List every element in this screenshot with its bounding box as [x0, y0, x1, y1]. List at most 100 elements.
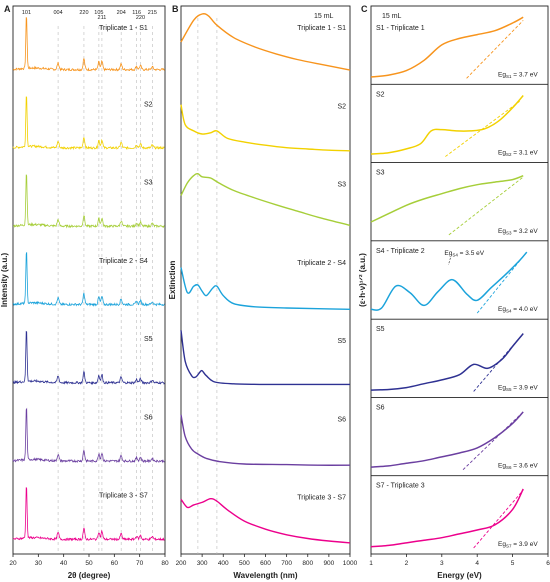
volume-annotation: 15 mL	[314, 13, 334, 20]
plot-frame	[180, 5, 351, 555]
x-tick-label: 1000	[343, 560, 358, 567]
peak-annotation: EgS4 = 3.5 eV	[444, 250, 484, 258]
bandgap-value: EgS2 = 3.1 eV	[498, 150, 538, 158]
bandgap-value: EgS7 = 3.9 eV	[498, 541, 538, 549]
series-label: Triplicate 3 - S7	[297, 495, 346, 502]
series-label: Triplicate 2 - S4	[297, 260, 346, 267]
bandgap-fit-line	[473, 333, 524, 392]
extinction-series-line	[180, 13, 351, 71]
bandgap-value: EgS1 = 3.7 eV	[498, 71, 538, 79]
bandgap-fit-line	[476, 251, 528, 314]
hkl-label: 220	[136, 15, 145, 21]
bandgap-subscript: S3	[506, 230, 512, 235]
x-tick-label: 30	[35, 560, 43, 567]
series-label: Triplicate 3 - S7	[99, 493, 148, 500]
series-label: S7 - Triplicate 3	[376, 483, 425, 490]
x-tick-label: 50	[85, 560, 93, 567]
series-label: S1 - Triplicate 1	[376, 25, 425, 32]
x-tick-label: 600	[260, 560, 271, 567]
bandgap-subscript: S1	[506, 74, 512, 79]
extinction-series-line	[180, 330, 350, 386]
series-label: Triplicate 2 - S4	[99, 258, 148, 265]
bandgap-number: = 3.1 eV	[511, 150, 538, 157]
bandgap-subscript: S5	[506, 387, 512, 392]
x-tick-label: 70	[136, 560, 144, 567]
x-tick-label: 40	[60, 560, 68, 567]
panel-b-extinction: B 200 300 400 500 600 700 800 900 1000 Wavelength …	[168, 4, 358, 580]
bandgap-number: = 3.9 eV	[511, 384, 538, 391]
extinction-series-line	[180, 497, 351, 544]
panel-letter-a: A	[4, 4, 11, 14]
series-label: S6	[376, 404, 385, 411]
panel-letter-c: C	[361, 4, 368, 14]
series-label: S6	[337, 416, 346, 423]
tauc-series-line	[370, 175, 524, 223]
xrd-series-line	[12, 487, 165, 542]
hkl-label: 101	[22, 10, 31, 16]
peak-annotation-subscript: S4	[452, 252, 458, 257]
hkl-label: 116	[132, 10, 141, 16]
plot-frame	[12, 5, 166, 555]
x-tick-label: 300	[197, 560, 208, 567]
series-label: S2	[337, 103, 346, 110]
series-label: S5	[337, 338, 346, 345]
bandgap-subscript: S6	[506, 465, 512, 470]
series-label: S5	[376, 326, 385, 333]
xrd-series-line	[13, 330, 165, 386]
tauc-series-line	[370, 251, 528, 311]
bandgap-value: EgS5 = 3.9 eV	[498, 384, 538, 392]
tauc-series-line	[370, 411, 524, 468]
bandgap-number: = 3.9 eV	[511, 541, 538, 548]
bandgap-fit-line	[462, 411, 524, 471]
extinction-series-line	[180, 172, 351, 227]
hkl-label: 204	[117, 10, 126, 16]
y-axis-title: Intensity (a.u.)	[0, 253, 9, 308]
panel-letter-b: B	[172, 4, 179, 14]
bandgap-value: EgS3 = 3.2 eV	[498, 228, 538, 236]
panel-c-tauc: C 1 2 3 4 5 6 Energy (eV) (ε·h·ν)¹ᐟ² (a.u.) 15 mL…	[358, 4, 550, 580]
bandgap-fit-line	[448, 176, 524, 236]
panel-a-xrd: A 20 30 40 50 60 70 80 2θ (degree) Intensity (a.u…	[0, 4, 169, 580]
series-label: S5	[144, 336, 153, 343]
x-tick-label: 400	[218, 560, 229, 567]
x-tick-label: 700	[281, 560, 292, 567]
x-tick-label: 60	[111, 560, 119, 567]
bandgap-number: = 3.2 eV	[511, 228, 538, 235]
plot-frame	[370, 5, 549, 555]
bandgap-subscript: S2	[506, 152, 512, 157]
series-label: S4 - Triplicate 2	[376, 248, 425, 255]
x-tick-label: 3	[440, 560, 444, 567]
xrd-series-line	[12, 174, 165, 229]
x-tick-label: 4	[475, 560, 479, 567]
x-tick-label: 20	[9, 560, 17, 567]
extinction-series-line	[180, 104, 351, 152]
hkl-label: 004	[53, 10, 62, 16]
x-tick-label: 900	[323, 560, 334, 567]
tauc-series-line	[370, 16, 524, 78]
bandgap-value: EgS6 = 3.6 eV	[498, 463, 538, 471]
hkl-label: 220	[79, 10, 88, 16]
bandgap-subscript: S4	[506, 309, 512, 314]
bandgap-fit-line	[473, 489, 524, 549]
hkl-label: 211	[98, 15, 107, 21]
volume-annotation: 15 mL	[382, 13, 402, 20]
x-axis-title: Wavelength (nm)	[233, 571, 297, 580]
series-label: S3	[144, 180, 153, 187]
xrd-series-line	[12, 17, 165, 72]
series-label: S3	[376, 170, 385, 177]
extinction-series-line	[180, 267, 351, 310]
bandgap-number: = 3.6 eV	[511, 463, 538, 470]
bandgap-fit-line	[466, 20, 524, 79]
peak-annotation-leader	[448, 257, 451, 265]
xrd-series-line	[12, 252, 165, 307]
hkl-label: 215	[148, 10, 157, 16]
tauc-series-line	[370, 488, 524, 548]
bandgap-number: = 3.7 eV	[511, 71, 538, 78]
x-tick-label: 6	[546, 560, 550, 567]
x-tick-label: 2	[405, 560, 409, 567]
x-tick-label: 5	[511, 560, 515, 567]
x-tick-label: 1	[369, 560, 373, 567]
x-tick-label: 500	[239, 560, 250, 567]
bandgap-value: EgS4 = 4.0 eV	[498, 306, 538, 314]
